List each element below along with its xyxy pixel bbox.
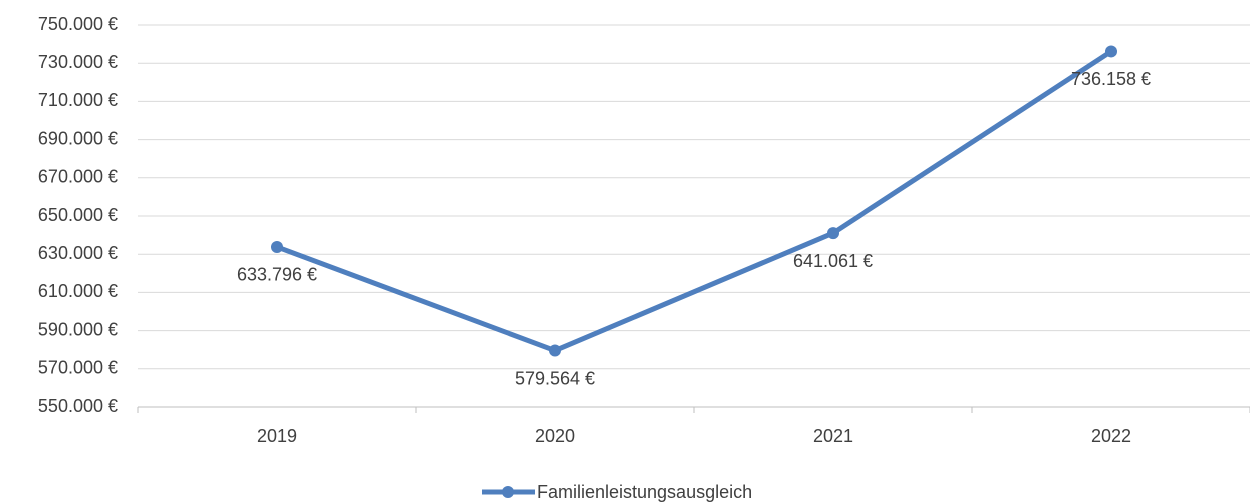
legend-marker (502, 486, 514, 498)
y-tick-label: 650.000 € (38, 205, 118, 225)
x-tick-label: 2020 (535, 426, 575, 446)
series-line (276, 49, 1113, 354)
data-label: 633.796 € (237, 265, 317, 285)
y-tick-label: 730.000 € (38, 52, 118, 72)
y-tick-label: 550.000 € (38, 396, 118, 416)
data-label: 641.061 € (793, 251, 873, 271)
legend-label: Familienleistungsausgleich (537, 482, 752, 502)
data-point (549, 344, 561, 357)
y-tick-label: 570.000 € (38, 358, 118, 378)
y-tick-label: 750.000 € (38, 14, 118, 34)
x-tick-label: 2022 (1091, 426, 1131, 446)
data-label: 736.158 € (1071, 69, 1151, 89)
x-tick-label: 2021 (813, 426, 853, 446)
data-label: 579.564 € (515, 368, 595, 388)
data-point (1105, 45, 1117, 58)
y-tick-label: 590.000 € (38, 319, 118, 339)
data-point (271, 240, 283, 253)
y-tick-label: 630.000 € (38, 243, 118, 263)
y-tick-label: 670.000 € (38, 167, 118, 187)
y-tick-label: 710.000 € (38, 90, 118, 110)
y-tick-label: 690.000 € (38, 128, 118, 148)
x-tick-label: 2019 (257, 426, 297, 446)
data-point (827, 227, 839, 240)
y-tick-label: 610.000 € (38, 281, 118, 301)
